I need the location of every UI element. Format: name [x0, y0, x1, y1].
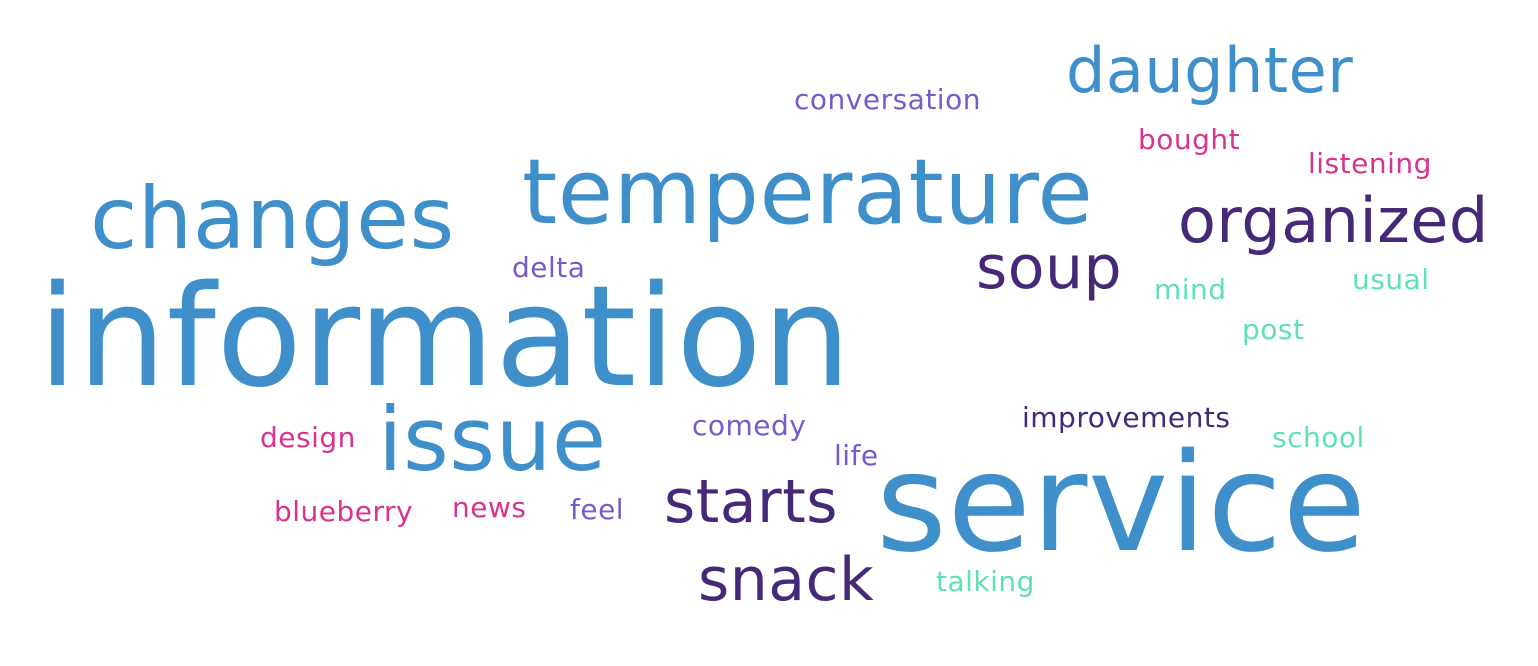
word-news: news [452, 491, 527, 524]
word-life: life [834, 439, 879, 472]
word-improvements: improvements [1022, 401, 1231, 434]
word-temperature: temperature [522, 140, 1094, 245]
word-usual: usual [1352, 263, 1430, 296]
word-soup: soup [976, 233, 1123, 303]
word-feel: feel [570, 493, 625, 526]
word-talking: talking [936, 565, 1035, 598]
word-design: design [260, 421, 356, 454]
word-conversation: conversation [794, 83, 981, 116]
word-organized: organized [1178, 184, 1489, 257]
word-bought: bought [1138, 123, 1241, 156]
word-issue: issue [378, 388, 607, 491]
word-delta: delta [512, 251, 586, 284]
word-starts: starts [664, 467, 839, 537]
word-comedy: comedy [692, 409, 807, 442]
word-post: post [1242, 313, 1305, 346]
word-school: school [1272, 421, 1365, 454]
word-information: information [38, 256, 852, 419]
word-blueberry: blueberry [274, 495, 414, 528]
word-snack: snack [698, 545, 875, 615]
word-daughter: daughter [1066, 34, 1354, 107]
word-listening: listening [1308, 147, 1432, 180]
word-changes: changes [90, 169, 455, 269]
word-mind: mind [1154, 273, 1227, 306]
word-service: service [876, 425, 1367, 583]
